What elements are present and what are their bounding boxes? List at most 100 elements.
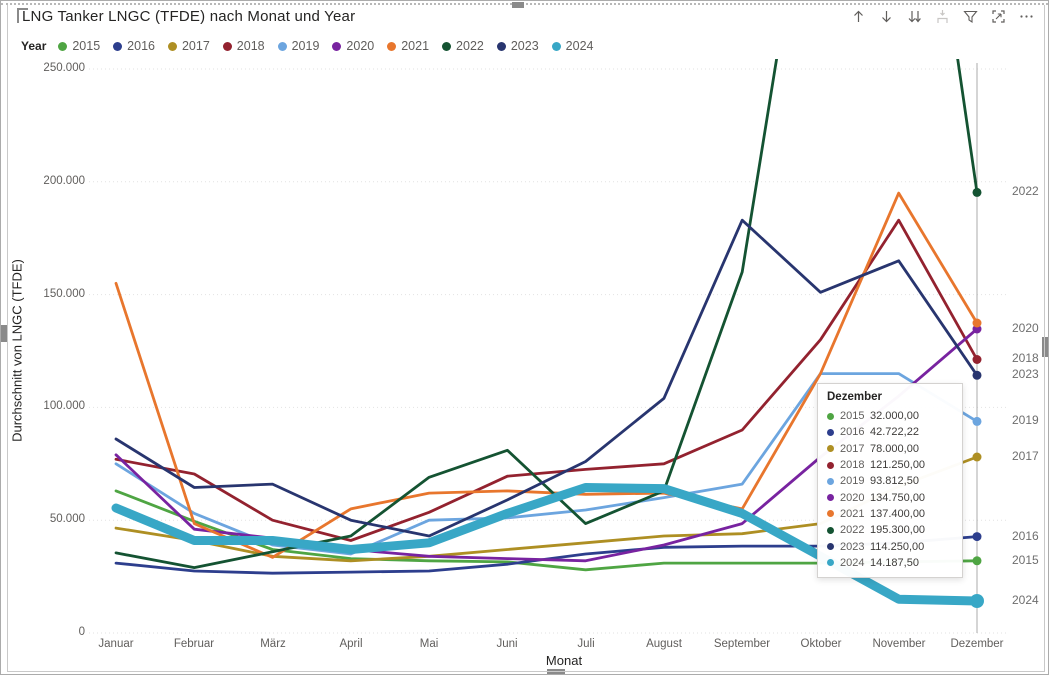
tooltip-row: 2022 195.300,00 <box>827 522 953 538</box>
legend-label: 2024 <box>565 39 594 53</box>
x-tick-august: August <box>646 638 682 650</box>
end-label-2017: 2017 <box>1012 449 1039 463</box>
december-data-point-2021[interactable] <box>972 318 982 328</box>
tooltip-row: 2017 78.000,00 <box>827 441 953 457</box>
december-data-point-2016[interactable] <box>972 532 982 542</box>
end-label-2018: 2018 <box>1012 351 1039 365</box>
x-tick-oktober: Oktober <box>800 638 842 650</box>
legend-item-2021[interactable]: 2021 <box>387 39 429 53</box>
x-tick-mai: Mai <box>419 638 439 650</box>
focus-mode-icon[interactable] <box>989 7 1008 26</box>
tooltip-title: Dezember <box>827 391 882 403</box>
tooltip-row: 2019 93.812,50 <box>827 473 953 489</box>
tooltip-year: 2018 <box>840 459 865 472</box>
selection-corner-bracket <box>17 8 28 23</box>
y-tick-200000: 200.000 <box>43 175 85 187</box>
tooltip-value: 134.750,00 <box>870 491 926 504</box>
december-data-point-2017[interactable] <box>972 452 982 462</box>
series-line-2023[interactable] <box>114 218 979 538</box>
tooltip-year: 2020 <box>840 491 865 504</box>
x-tick-november: November <box>872 638 926 650</box>
legend-dot-2024 <box>551 41 561 51</box>
resize-handle-left[interactable] <box>1 325 7 342</box>
series-line-2022[interactable] <box>114 1 979 569</box>
tooltip-row: 2021 137.400,00 <box>827 506 953 522</box>
legend-item-2020[interactable]: 2020 <box>332 39 374 53</box>
legend-item-2017[interactable]: 2017 <box>167 39 210 53</box>
series-line-2021[interactable] <box>114 191 979 559</box>
end-label-2022: 2022 <box>1012 184 1039 198</box>
tooltip-year: 2022 <box>840 524 865 537</box>
end-label-2020: 2020 <box>1012 321 1039 335</box>
december-data-point-2023[interactable] <box>972 370 982 380</box>
legend-item-2015[interactable]: 2015 <box>58 39 100 53</box>
legend-title: Year <box>21 39 47 53</box>
tooltip: Dezember 2015 32.000,00 2016 42.722,22 201… <box>817 383 963 578</box>
end-label-2019: 2019 <box>1012 413 1039 427</box>
tooltip-dot-2017 <box>827 445 834 453</box>
y-axis-title: Durchschnitt von LNGC (TFDE) <box>9 259 25 442</box>
tooltip-value: 121.250,00 <box>870 459 926 472</box>
tooltip-value: 93.812,50 <box>870 475 919 488</box>
tooltip-year: 2021 <box>840 507 865 520</box>
drill-up-icon[interactable] <box>849 7 868 26</box>
tooltip-dot-2022 <box>827 526 834 534</box>
tooltip-dot-2019 <box>827 477 834 485</box>
legend-dot-2016 <box>113 41 123 51</box>
tooltip-value: 195.300,00 <box>870 524 926 537</box>
legend-dot-2018 <box>222 41 232 51</box>
december-data-point-2018[interactable] <box>972 355 982 364</box>
legend-item-2019[interactable]: 2019 <box>277 39 319 53</box>
y-tick-0: 0 <box>78 626 85 638</box>
tooltip-dot-2015 <box>827 412 834 420</box>
december-data-point-2022[interactable] <box>972 187 982 197</box>
go-to-next-level-icon[interactable] <box>905 7 924 26</box>
tooltip-dot-2023 <box>827 543 834 551</box>
legend-label: 2018 <box>236 39 265 53</box>
tooltip-row: 2020 134.750,00 <box>827 489 953 505</box>
visual-border-bottom <box>7 671 1045 672</box>
legend-item-2018[interactable]: 2018 <box>222 39 265 53</box>
legend-item-2016[interactable]: 2016 <box>113 39 155 53</box>
resize-handle-right[interactable] <box>1042 337 1048 357</box>
end-label-2024: 2024 <box>1012 593 1039 607</box>
x-tick-maerz: März <box>260 638 286 650</box>
tooltip-value: 78.000,00 <box>870 442 919 455</box>
series-line-2018[interactable] <box>114 218 979 542</box>
more-options-icon[interactable] <box>1017 7 1036 26</box>
resize-handle-top[interactable] <box>512 2 524 8</box>
tooltip-value: 42.722,22 <box>870 426 919 439</box>
filter-icon[interactable] <box>961 7 980 26</box>
selection-border-top <box>1 3 1048 5</box>
legend-label: 2015 <box>72 39 101 53</box>
visual-header-toolbar <box>849 7 1036 26</box>
legend-label: 2021 <box>401 39 430 53</box>
tooltip-row: 2024 14.187,50 <box>827 555 953 571</box>
x-tick-april: April <box>339 638 363 650</box>
tooltip-row: 2016 42.722,22 <box>827 424 953 440</box>
tooltip-row: 2023 114.250,00 <box>827 538 953 554</box>
y-tick-150000: 150.000 <box>43 288 85 300</box>
tooltip-dot-2016 <box>827 428 834 436</box>
tooltip-year: 2023 <box>840 540 865 553</box>
tooltip-row: 2018 121.250,00 <box>827 457 953 473</box>
december-data-point-2015[interactable] <box>972 556 982 566</box>
expand-all-down-icon[interactable] <box>933 7 952 26</box>
legend-item-2022[interactable]: 2022 <box>442 39 484 53</box>
tooltip-row: 2015 32.000,00 <box>827 408 953 424</box>
legend-item-2023[interactable]: 2023 <box>496 39 539 53</box>
visual-title: LNG Tanker LNGC (TFDE) nach Monat und Ye… <box>22 8 356 25</box>
tooltip-dot-2020 <box>827 494 834 502</box>
x-tick-februar: Februar <box>173 638 215 650</box>
legend-label: 2023 <box>510 39 539 53</box>
tooltip-year: 2017 <box>840 442 865 455</box>
x-tick-dezember: Dezember <box>950 638 1004 650</box>
legend-label: 2022 <box>456 39 484 53</box>
legend-item-2024[interactable]: 2024 <box>551 39 594 53</box>
drill-down-icon[interactable] <box>877 7 896 26</box>
december-data-point-2019[interactable] <box>972 416 982 426</box>
x-tick-januar: Januar <box>98 638 134 650</box>
december-data-point-2024[interactable] <box>969 594 984 608</box>
tooltip-year: 2019 <box>840 475 865 488</box>
